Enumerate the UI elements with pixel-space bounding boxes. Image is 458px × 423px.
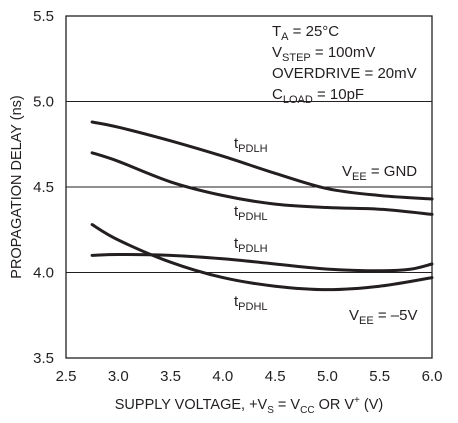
curve-tpdhl-vee-neg5: [92, 225, 432, 290]
series-label-tpdlh-gnd-sub: PDLH: [238, 143, 267, 155]
x-tick-label: 4.5: [265, 368, 286, 385]
series-label-tpdhl-gnd-sub: PDHL: [238, 211, 267, 223]
condition-vstep-sub: STEP: [282, 52, 311, 64]
y-tick-label: 4.0: [33, 265, 54, 282]
condition-temperature-rest: = 25°C: [289, 23, 340, 40]
group-label-vee-neg5-main: V: [349, 307, 359, 324]
series-label-tpdhl-neg5-sub: PDHL: [238, 301, 267, 313]
series-label-tpdhl-gnd: tPDHL: [234, 203, 268, 223]
condition-vstep-rest: = 100mV: [311, 44, 376, 61]
condition-overdrive: OVERDRIVE = 20mV: [272, 65, 417, 82]
y-tick-label: 3.5: [33, 350, 54, 367]
x-axis-label: SUPPLY VOLTAGE, +VS = VCC OR V+ (V): [115, 395, 383, 416]
x-axis-label-rest1: OR V: [315, 397, 355, 413]
x-tick-labels: 2.5 3.0 3.5 4.0 4.5 5.0 5.5 6.0: [56, 368, 443, 385]
condition-cload: CLOAD = 10pF: [272, 86, 364, 106]
x-tick-label: 3.0: [108, 368, 129, 385]
y-tick-label: 4.5: [33, 179, 54, 196]
condition-temperature-main: T: [272, 23, 281, 40]
series-label-tpdlh-neg5: tPDLH: [234, 235, 268, 255]
group-label-vee-neg5-sub: EE: [359, 315, 374, 327]
group-label-vee-neg5: VEE = –5V: [349, 307, 418, 327]
x-axis-label-sub2: CC: [300, 405, 314, 416]
condition-vstep: VSTEP = 100mV: [272, 44, 375, 64]
group-label-vee-neg5-rest: = –5V: [374, 307, 418, 324]
x-tick-label: 5.0: [317, 368, 338, 385]
condition-temperature: TA = 25°C: [272, 23, 339, 43]
x-axis-label-rest2: (V): [360, 397, 383, 413]
x-tick-label: 2.5: [56, 368, 77, 385]
y-tick-label: 5.5: [33, 8, 54, 25]
x-tick-label: 6.0: [422, 368, 443, 385]
condition-vstep-main: V: [272, 44, 282, 61]
test-conditions: TA = 25°C VSTEP = 100mV OVERDRIVE = 20mV…: [272, 23, 417, 106]
x-tick-label: 5.5: [369, 368, 390, 385]
series-label-tpdhl-neg5: tPDHL: [234, 293, 268, 313]
x-axis-label-mid: = V: [274, 397, 301, 413]
group-label-vee-gnd-rest: = GND: [367, 163, 418, 180]
curve-tpdlh-vee-neg5: [92, 255, 432, 271]
x-tick-label: 3.5: [160, 368, 181, 385]
series-label-tpdlh-gnd: tPDLH: [234, 135, 268, 155]
y-axis-label: PROPAGATION DELAY (ns): [9, 95, 25, 278]
y-tick-labels: 3.5 4.0 4.5 5.0 5.5: [33, 8, 54, 367]
condition-cload-rest: = 10pF: [313, 86, 364, 103]
condition-cload-main: C: [272, 86, 283, 103]
group-label-vee-gnd-main: V: [342, 163, 352, 180]
x-axis-label-base: SUPPLY VOLTAGE, +V: [115, 397, 268, 413]
series-label-tpdlh-neg5-sub: PDLH: [238, 243, 267, 255]
condition-cload-sub: LOAD: [283, 94, 313, 106]
group-label-vee-gnd: VEE = GND: [342, 163, 417, 183]
condition-overdrive-main: OVERDRIVE = 20mV: [272, 65, 417, 82]
y-tick-label: 5.0: [33, 94, 54, 111]
group-label-vee-gnd-sub: EE: [352, 171, 367, 183]
x-tick-label: 4.0: [212, 368, 233, 385]
